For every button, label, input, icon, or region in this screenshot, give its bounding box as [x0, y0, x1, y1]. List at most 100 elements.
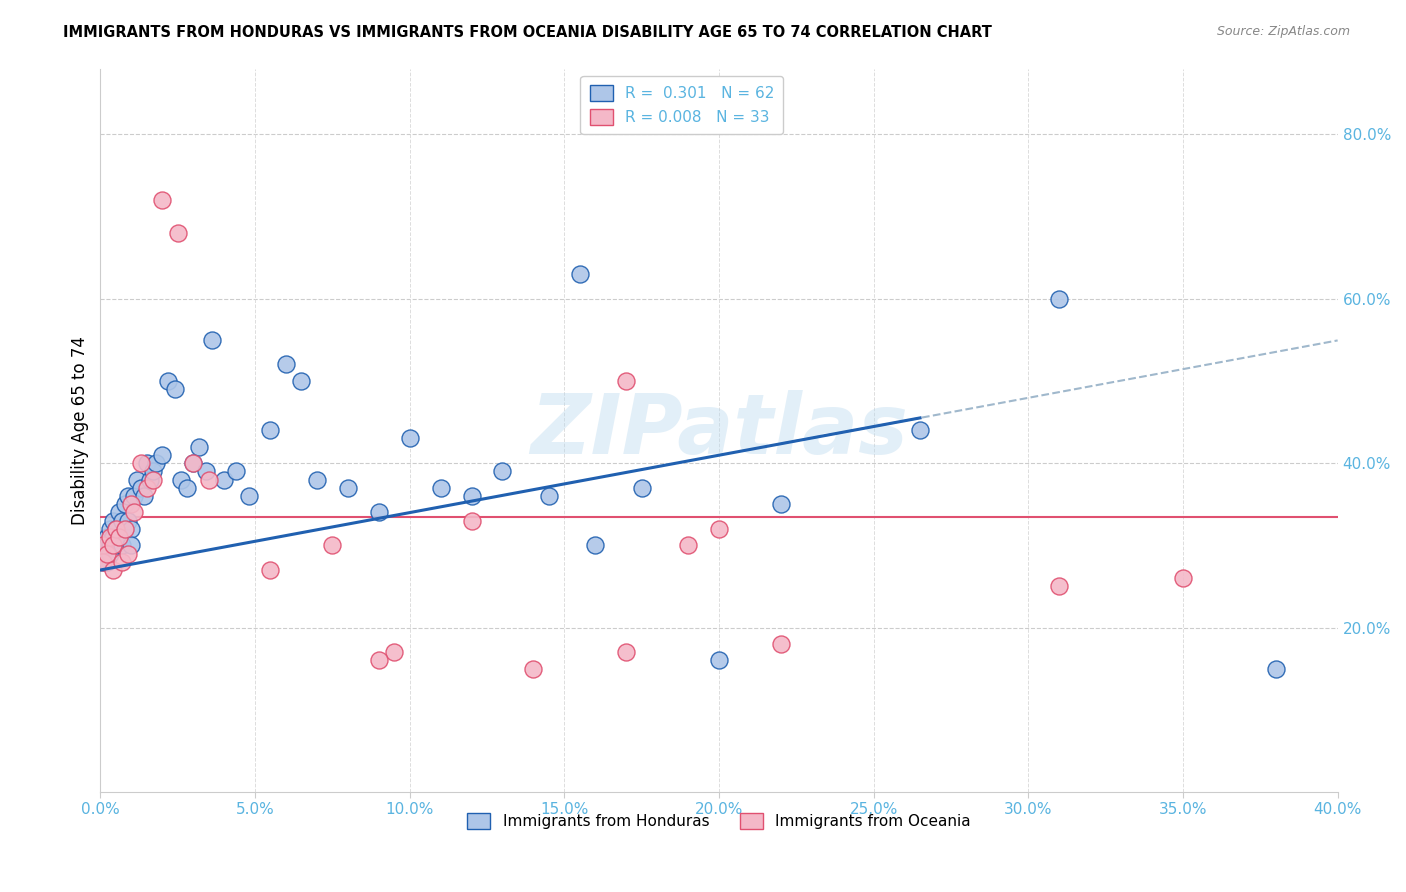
Point — [101, 538, 124, 552]
Point — [124, 489, 146, 503]
Point — [117, 489, 139, 503]
Point — [163, 382, 186, 396]
Point — [181, 456, 204, 470]
Point — [120, 522, 142, 536]
Point — [583, 538, 606, 552]
Point — [1171, 571, 1194, 585]
Point — [398, 432, 420, 446]
Point — [1047, 292, 1070, 306]
Point — [104, 522, 127, 536]
Point — [194, 464, 217, 478]
Point — [142, 464, 165, 478]
Point — [120, 538, 142, 552]
Point — [129, 456, 152, 470]
Legend: Immigrants from Honduras, Immigrants from Oceania: Immigrants from Honduras, Immigrants fro… — [461, 806, 977, 835]
Point — [124, 505, 146, 519]
Point — [104, 538, 127, 552]
Point — [96, 530, 118, 544]
Point — [108, 505, 131, 519]
Point — [367, 505, 389, 519]
Point — [336, 481, 359, 495]
Point — [111, 555, 134, 569]
Point — [491, 464, 513, 478]
Point — [108, 530, 131, 544]
Point — [98, 547, 121, 561]
Point — [93, 555, 115, 569]
Point — [96, 547, 118, 561]
Point — [614, 645, 637, 659]
Point — [201, 333, 224, 347]
Point — [150, 448, 173, 462]
Point — [176, 481, 198, 495]
Point — [157, 374, 180, 388]
Point — [707, 522, 730, 536]
Point — [114, 522, 136, 536]
Point — [132, 489, 155, 503]
Point — [537, 489, 560, 503]
Point — [460, 514, 482, 528]
Point — [129, 481, 152, 495]
Point — [614, 374, 637, 388]
Point — [212, 473, 235, 487]
Point — [238, 489, 260, 503]
Point — [104, 522, 127, 536]
Point — [769, 497, 792, 511]
Point — [108, 530, 131, 544]
Point — [1047, 579, 1070, 593]
Point — [93, 538, 115, 552]
Point — [382, 645, 405, 659]
Text: IMMIGRANTS FROM HONDURAS VS IMMIGRANTS FROM OCEANIA DISABILITY AGE 65 TO 74 CORR: IMMIGRANTS FROM HONDURAS VS IMMIGRANTS F… — [63, 25, 993, 40]
Point — [321, 538, 343, 552]
Point — [259, 563, 281, 577]
Point — [181, 456, 204, 470]
Point — [429, 481, 451, 495]
Point — [630, 481, 652, 495]
Point — [145, 456, 167, 470]
Point — [460, 489, 482, 503]
Point — [93, 547, 115, 561]
Point — [367, 653, 389, 667]
Point — [98, 530, 121, 544]
Point — [114, 497, 136, 511]
Point — [93, 555, 115, 569]
Point — [707, 653, 730, 667]
Point — [117, 514, 139, 528]
Point — [98, 538, 121, 552]
Point — [127, 473, 149, 487]
Point — [188, 440, 211, 454]
Point — [120, 497, 142, 511]
Point — [98, 522, 121, 536]
Point — [908, 423, 931, 437]
Point — [93, 538, 115, 552]
Point — [101, 530, 124, 544]
Point — [96, 538, 118, 552]
Point — [1264, 662, 1286, 676]
Point — [135, 456, 157, 470]
Point — [225, 464, 247, 478]
Text: Source: ZipAtlas.com: Source: ZipAtlas.com — [1216, 25, 1350, 38]
Point — [135, 481, 157, 495]
Text: ZIPatlas: ZIPatlas — [530, 390, 908, 471]
Point — [166, 226, 188, 240]
Point — [676, 538, 699, 552]
Point — [290, 374, 312, 388]
Point — [111, 514, 134, 528]
Point — [568, 267, 591, 281]
Point — [170, 473, 193, 487]
Point — [522, 662, 544, 676]
Point — [96, 555, 118, 569]
Point — [259, 423, 281, 437]
Y-axis label: Disability Age 65 to 74: Disability Age 65 to 74 — [72, 335, 89, 524]
Point — [139, 473, 162, 487]
Point — [150, 193, 173, 207]
Point — [114, 522, 136, 536]
Point — [111, 538, 134, 552]
Point — [101, 514, 124, 528]
Point — [117, 547, 139, 561]
Point — [197, 473, 219, 487]
Point — [274, 358, 297, 372]
Point — [142, 473, 165, 487]
Point — [101, 563, 124, 577]
Point — [769, 637, 792, 651]
Point — [305, 473, 328, 487]
